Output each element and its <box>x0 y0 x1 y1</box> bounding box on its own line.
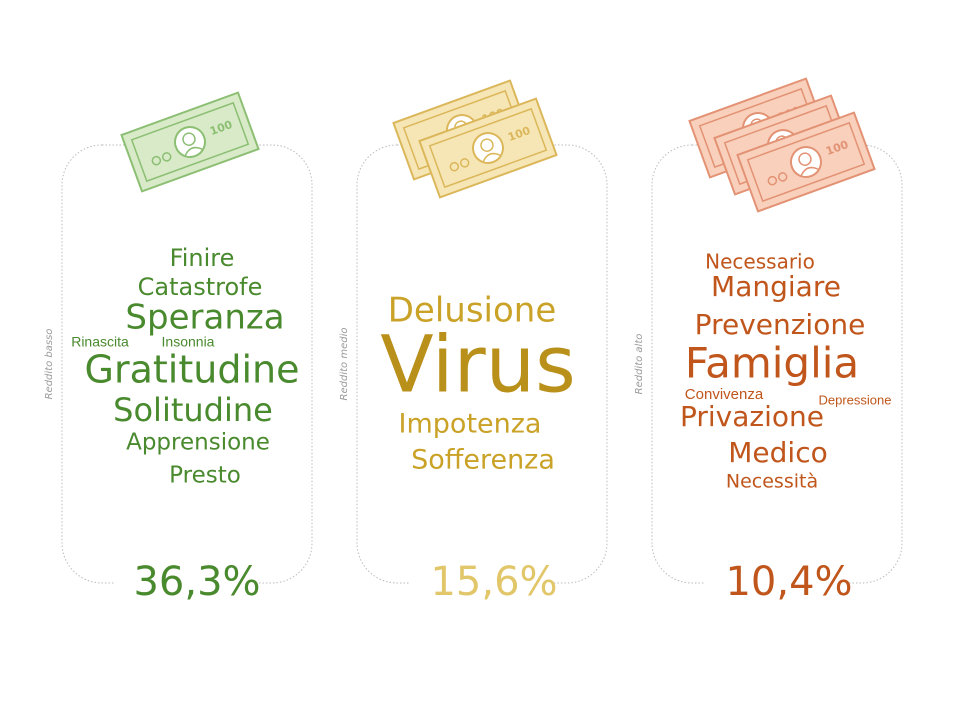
word: Speranza <box>125 298 284 338</box>
banknote-inner <box>428 107 548 189</box>
banknote-head <box>798 152 812 166</box>
word: Rinascita <box>71 334 129 350</box>
banknote-mark <box>151 155 162 166</box>
word: Apprensione <box>126 430 270 456</box>
word: Finire <box>170 244 235 272</box>
banknote-mark <box>459 158 470 168</box>
banknote-inner <box>746 121 866 203</box>
banknote-portrait <box>790 146 822 178</box>
word: Necessità <box>726 471 818 493</box>
percentage-gap <box>410 570 554 598</box>
word: Famiglia <box>685 339 859 388</box>
word: Virus <box>380 320 575 410</box>
banknote-icon: 100 <box>418 97 558 199</box>
percentage: 10,4% <box>725 559 852 605</box>
word: Solitudine <box>113 391 273 429</box>
word: Convivenza <box>685 386 764 403</box>
banknote-mark <box>449 161 460 172</box>
percentage-gap <box>115 570 259 598</box>
word: Depressione <box>819 392 892 407</box>
word: Privazione <box>680 400 824 433</box>
word: Medico <box>728 436 827 469</box>
banknote-icon: 100 <box>120 91 260 193</box>
percentage: 36,3% <box>133 559 260 605</box>
percentage-gap <box>705 570 849 598</box>
word: Catastrofe <box>138 273 263 301</box>
banknote-inner <box>130 101 250 183</box>
banknote-shoulders <box>482 152 501 162</box>
word: Necessario <box>705 250 815 274</box>
word: Impotenza <box>399 409 542 440</box>
banknote-mark <box>161 152 172 162</box>
percentage: 15,6% <box>430 559 557 605</box>
banknote-portrait <box>472 132 504 164</box>
word: Sofferenza <box>411 445 555 476</box>
banknote-head <box>480 138 494 152</box>
banknote-mark <box>767 175 778 186</box>
banknote-icon: 100 <box>736 111 876 213</box>
banknote-mark <box>777 172 788 182</box>
word: Delusione <box>388 291 557 331</box>
income-label: Reddito basso <box>44 329 55 400</box>
banknote-head <box>182 132 196 146</box>
word: Insonnia <box>162 334 215 350</box>
word: Presto <box>169 463 241 489</box>
income-label: Reddito alto <box>634 334 645 395</box>
banknote-shoulders <box>184 146 203 156</box>
word: Prevenzione <box>695 308 866 341</box>
word: Mangiare <box>711 270 841 303</box>
banknote-shoulders <box>800 166 819 176</box>
word: Gratitudine <box>85 348 300 392</box>
banknote-portrait <box>174 126 206 158</box>
income-label: Reddito medio <box>339 328 350 401</box>
